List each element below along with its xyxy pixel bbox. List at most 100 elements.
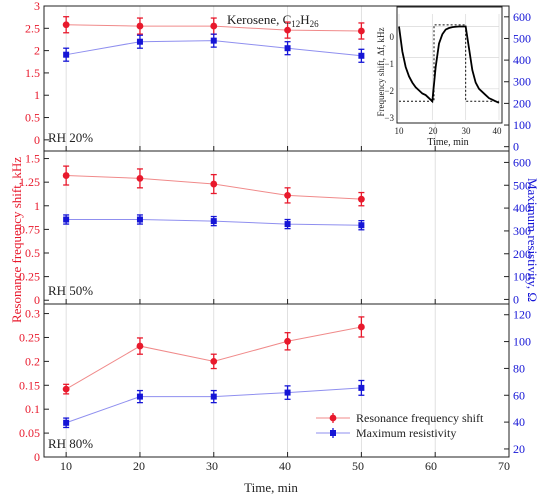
inset-x-tick: 10 (395, 126, 405, 136)
frequency-shift-point (136, 174, 144, 182)
right-tick-label: 20 (513, 442, 525, 456)
resistivity-point (136, 38, 143, 45)
inset-gas-pulse-line (399, 24, 499, 102)
kerosene-title-main: Kerosene, C (227, 12, 291, 27)
left-tick-label: 1 (34, 199, 40, 213)
inset-xlabel: Time, min (427, 137, 468, 148)
left-tick-label: 0.05 (19, 426, 40, 440)
frequency-shift-point (210, 22, 218, 30)
rh-annotation: RH 20% (48, 130, 93, 145)
right-tick-label: 80 (513, 361, 525, 375)
left-tick-label: 0.15 (19, 378, 40, 392)
right-tick-label: 40 (513, 415, 525, 429)
frequency-shift-point (62, 21, 70, 29)
inset-y-tick: −3 (384, 113, 394, 123)
inset-frame (396, 6, 503, 124)
right-tick-label: 0 (513, 292, 519, 306)
resistivity-point (210, 218, 217, 225)
right-tick-label: 300 (513, 224, 531, 238)
left-tick-label: 1.5 (25, 152, 40, 166)
x-tick-label: 60 (425, 459, 437, 473)
left-tick-label: 0.75 (19, 222, 40, 236)
x-tick-label: 30 (206, 459, 218, 473)
kerosene-title: Kerosene, C12H26 (227, 12, 319, 29)
left-tick-label: 2.5 (25, 21, 40, 35)
frequency-shift-point (357, 27, 365, 35)
resistivity-point (358, 52, 365, 59)
resistivity-point (63, 51, 70, 58)
x-tick-label: 20 (133, 459, 145, 473)
left-tick-label: 0.25 (19, 270, 40, 284)
frequency-shift-point (136, 342, 144, 350)
left-tick-label: 3 (34, 0, 40, 13)
panel-frame (43, 303, 510, 458)
x-axis-title: Time, min (244, 480, 298, 495)
right-tick-label: 0 (513, 140, 519, 154)
inset-y-ticks: 0 −1 −2 −3 (384, 32, 394, 123)
frequency-shift-point (357, 195, 365, 203)
legend-red-label: Resonance frequency shift (356, 411, 484, 425)
resistivity-point (284, 389, 291, 396)
left-axis-title: Resonance frequency shift, kHz (9, 157, 24, 323)
legend: Resonance frequency shift Maximum resist… (316, 411, 484, 440)
inset-x-ticks: 10 20 30 40 (395, 126, 503, 136)
x-tick-label: 50 (352, 459, 364, 473)
right-axis-title: Maximum resistivity, Ω (525, 178, 540, 302)
x-tick-label: 40 (279, 459, 291, 473)
left-tick-label: 0.1 (25, 402, 40, 416)
resistivity-point (284, 221, 291, 228)
right-tick-label: 500 (513, 31, 531, 45)
x-tick-label: 70 (498, 459, 510, 473)
inset-x-tick: 30 (462, 126, 472, 136)
inset-response-curve (398, 25, 500, 104)
left-tick-label: 1 (34, 88, 40, 102)
rh-annotation: RH 80% (48, 436, 93, 451)
resistivity-point (136, 393, 143, 400)
inset-ylabel: Frequency shift, Δf, kHz (376, 27, 386, 116)
legend-blue-label: Maximum resistivity (356, 426, 456, 440)
kerosene-title-sub1: 12 (291, 19, 300, 29)
right-tick-label: 300 (513, 75, 531, 89)
resistivity-point (358, 384, 365, 391)
legend-blue-marker (330, 430, 336, 436)
left-tick-label: 2 (34, 44, 40, 58)
right-tick-label: 120 (513, 308, 531, 322)
right-tick-label: 60 (513, 388, 525, 402)
resistivity-point (284, 45, 291, 52)
right-tick-label: 400 (513, 201, 531, 215)
frequency-shift-point (284, 191, 291, 199)
resistivity-point (63, 419, 70, 426)
inset-chart: Frequency shift, Δf, kHz Time, min 10 20… (376, 6, 503, 148)
inset-plot (398, 14, 500, 120)
right-tick-label: 500 (513, 178, 531, 192)
rh-annotation: RH 50% (48, 283, 93, 298)
legend-red-marker (329, 414, 337, 422)
right-tick-label: 600 (513, 10, 531, 24)
frequency-shift-point (284, 337, 291, 345)
frequency-shift-point (284, 26, 291, 34)
resistivity-point (136, 216, 143, 223)
frequency-shift-point (357, 323, 365, 331)
right-tick-label: 200 (513, 247, 531, 261)
left-tick-label: 0.5 (25, 111, 40, 125)
resistivity-point (210, 393, 217, 400)
frequency-shift-point (62, 385, 70, 393)
panel-2: 0 0.25 0.5 0.75 1 1.25 1.5 0 100 200 300 400 500 600 R… (19, 150, 531, 307)
inset-x-tick: 20 (429, 126, 439, 136)
left-tick-label: 1.5 (25, 66, 40, 80)
inset-y-tick: −2 (384, 86, 394, 96)
x-tick-labels: 10 20 30 40 50 60 70 (60, 459, 510, 473)
frequency-shift-point (136, 22, 144, 30)
right-tick-label: 100 (513, 118, 531, 132)
left-tick-label: 0 (34, 450, 40, 464)
frequency-shift-point (62, 172, 70, 179)
right-tick-label: 100 (513, 335, 531, 349)
left-tick-label: 0 (34, 293, 40, 307)
x-tick-label: 10 (60, 459, 72, 473)
left-tick-label: 0.2 (25, 354, 40, 368)
frequency-shift-point (210, 357, 218, 365)
inset-y-tick: −1 (384, 59, 394, 69)
panel-frame (43, 150, 510, 305)
